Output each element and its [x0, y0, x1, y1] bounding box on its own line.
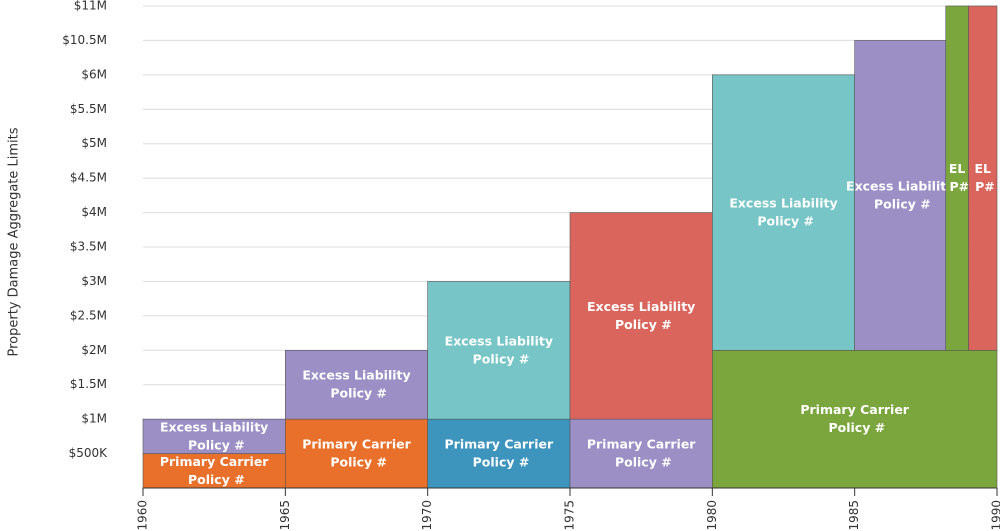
x-tick-label: 1965 — [278, 500, 292, 531]
policy-block — [854, 40, 947, 351]
policy-block — [968, 5, 998, 351]
x-tick-label: 1960 — [136, 500, 150, 531]
y-tick-label: $2.5M — [70, 308, 107, 322]
block-label: Primary Carrier Policy # — [800, 402, 909, 435]
policy-block — [712, 74, 855, 351]
block-label: Excess Liability Policy # — [846, 178, 954, 211]
x-tick-label: 1980 — [705, 500, 719, 531]
y-tick-label: $2M — [81, 343, 107, 357]
y-axis-label: Property Damage Aggregate Limits — [7, 127, 22, 356]
y-tick-label: $500K — [69, 446, 109, 460]
policy-block — [285, 349, 428, 420]
y-tick-label: $11M — [74, 0, 107, 13]
block-label: Primary Carrier Policy # — [587, 436, 696, 469]
block-label: Primary Carrier Policy # — [302, 436, 411, 469]
block-label: EL P# — [971, 161, 995, 194]
x-tick-label: 1975 — [563, 500, 577, 531]
y-tick-label: $3M — [81, 274, 107, 288]
y-tick-label: $6M — [81, 67, 107, 81]
y-tick-label: $3.5M — [70, 240, 107, 254]
block-label: Primary Carrier Policy # — [445, 436, 554, 469]
y-tick-label: $10.5M — [62, 33, 107, 47]
block-label: Excess Liability Policy # — [302, 367, 410, 400]
y-tick-label: $5M — [81, 136, 107, 150]
y-tick-label: $5.5M — [70, 102, 107, 116]
x-tick-label: 1970 — [420, 500, 434, 531]
policy-block — [712, 349, 998, 489]
block-label: Excess Liability Policy # — [160, 419, 268, 452]
policy-block — [427, 281, 571, 420]
block-label: Excess Liability Policy # — [587, 298, 695, 331]
block-label: Excess Liability Policy # — [729, 195, 837, 228]
policy-block — [427, 418, 571, 489]
block-label: EL P# — [945, 161, 969, 194]
block-label: Primary Carrier Policy # — [160, 453, 269, 486]
y-tick-label: $4.5M — [70, 171, 107, 185]
x-tick-label: 1990 — [990, 500, 1000, 531]
x-tick-label: 1985 — [847, 500, 861, 531]
policy-block — [569, 212, 713, 420]
y-tick-label: $1M — [81, 412, 107, 426]
policy-block — [569, 418, 713, 489]
y-tick-label: $1.5M — [70, 377, 107, 391]
y-tick-label: $4M — [81, 205, 107, 219]
block-label: Excess Liability Policy # — [445, 333, 553, 366]
policy-block — [142, 418, 286, 454]
policy-block — [285, 418, 428, 489]
